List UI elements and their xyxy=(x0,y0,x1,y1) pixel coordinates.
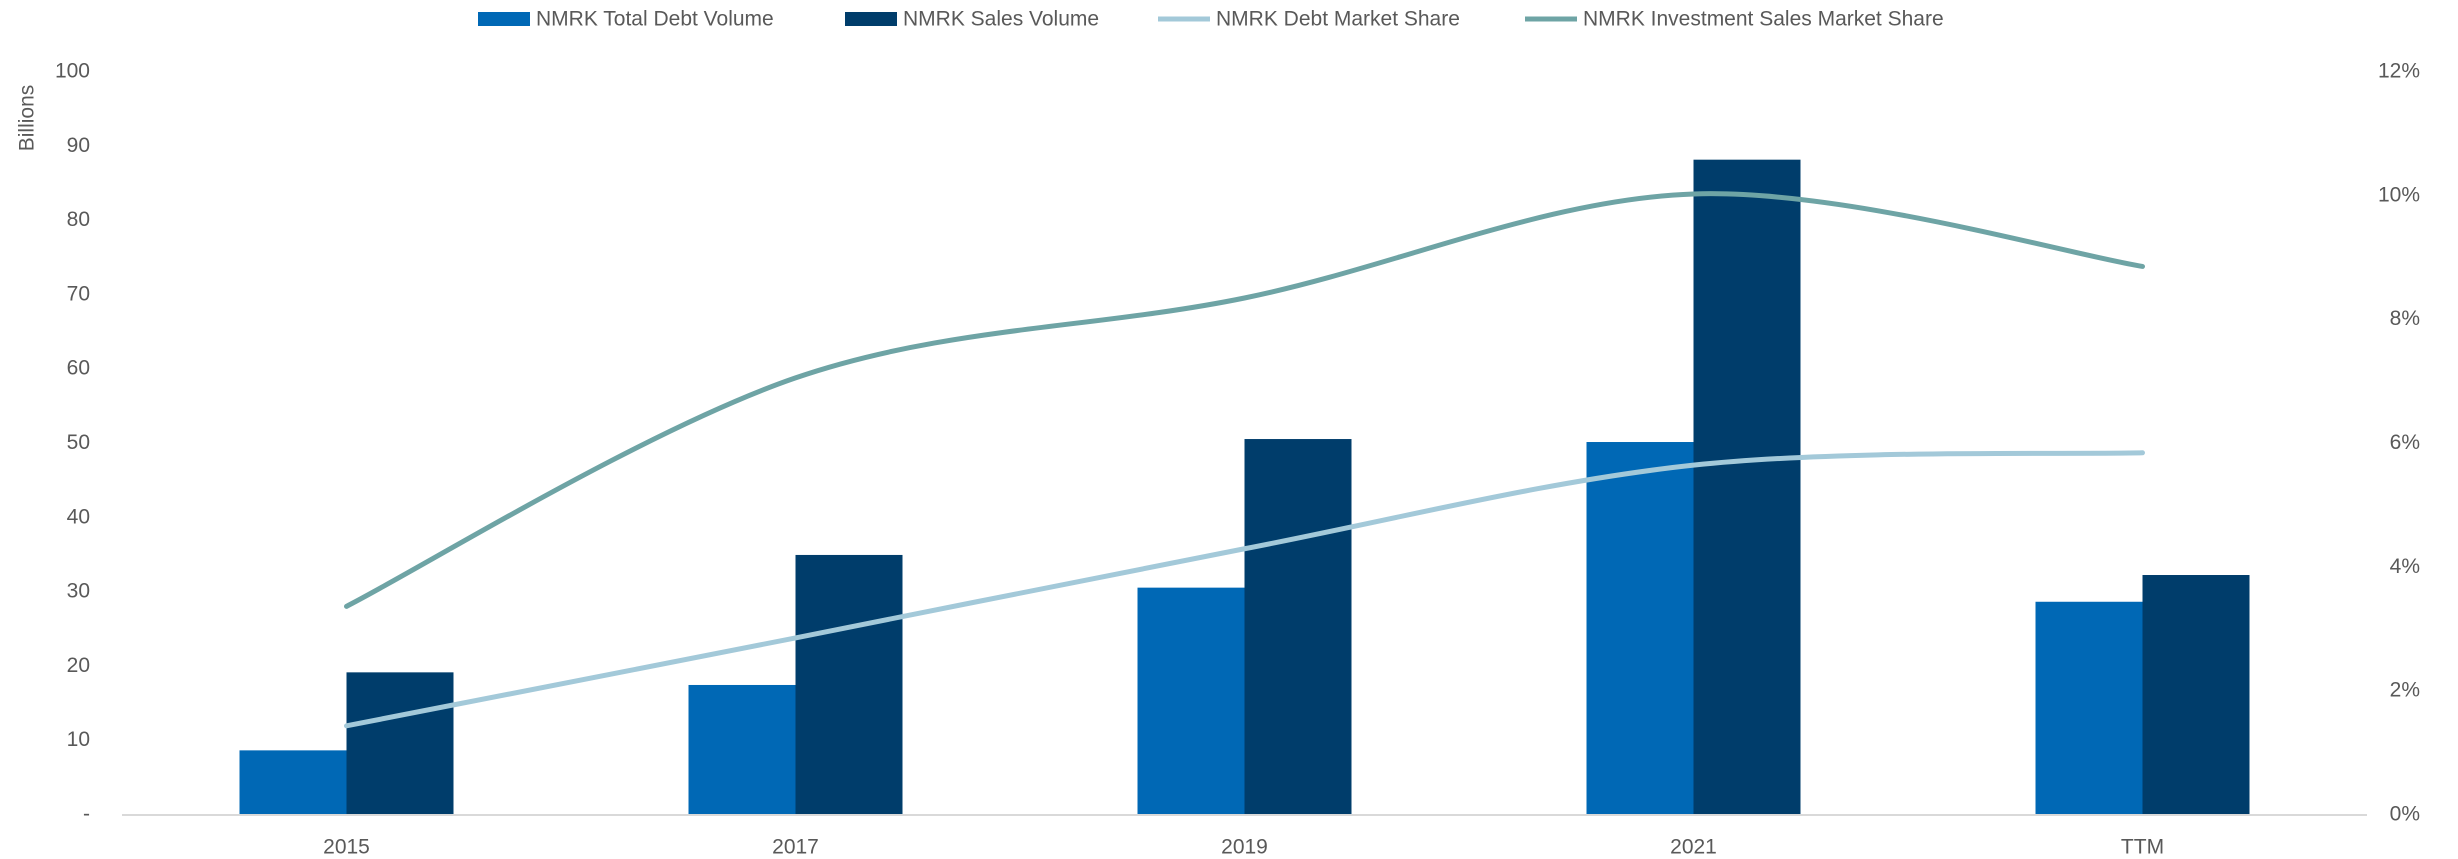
y-tick-label: 10 xyxy=(67,728,90,751)
y2-tick-label: 0% xyxy=(2390,803,2420,826)
bar xyxy=(1693,159,1801,815)
y-axis-label: Billions xyxy=(16,85,39,152)
legend-swatch xyxy=(845,12,897,26)
bar xyxy=(688,684,796,815)
y2-tick-label: 2% xyxy=(2390,679,2420,702)
bar xyxy=(795,554,903,815)
y-tick-label: 30 xyxy=(67,580,90,603)
legend-label: NMRK Total Debt Volume xyxy=(536,8,774,31)
y-tick-label: 40 xyxy=(67,505,90,528)
y-tick-label: 100 xyxy=(55,60,90,83)
line xyxy=(344,191,2145,609)
y2-tick-label: 4% xyxy=(2390,555,2420,578)
legend-label: NMRK Debt Market Share xyxy=(1216,8,1460,31)
legend-swatch xyxy=(478,12,530,26)
bar xyxy=(1137,587,1245,815)
y-tick-label: 20 xyxy=(67,654,90,677)
line xyxy=(344,450,2145,729)
y2-tick-label: 8% xyxy=(2390,307,2420,330)
x-tick-label: 2015 xyxy=(323,836,370,859)
y-tick-label: - xyxy=(83,803,90,826)
y-tick-label: 70 xyxy=(67,282,90,305)
bar xyxy=(2142,575,2250,815)
y-tick-label: 60 xyxy=(67,357,90,380)
bar xyxy=(1586,442,1694,815)
x-tick-label: 2021 xyxy=(1670,836,1717,859)
legend-label: NMRK Investment Sales Market Share xyxy=(1583,8,1944,31)
bar xyxy=(346,672,454,815)
x-tick-label: 2017 xyxy=(772,836,819,859)
y2-tick-label: 12% xyxy=(2378,60,2420,83)
bar xyxy=(2035,601,2143,815)
bar xyxy=(239,750,347,815)
x-tick-label: TTM xyxy=(2121,836,2164,859)
bar xyxy=(1244,439,1352,815)
y-tick-label: 90 xyxy=(67,134,90,157)
x-tick-label: 2019 xyxy=(1221,836,1268,859)
legend-label: NMRK Sales Volume xyxy=(903,8,1099,31)
y2-tick-label: 10% xyxy=(2378,183,2420,206)
y2-tick-label: 6% xyxy=(2390,431,2420,454)
y-tick-label: 80 xyxy=(67,208,90,231)
y-tick-label: 50 xyxy=(67,431,90,454)
